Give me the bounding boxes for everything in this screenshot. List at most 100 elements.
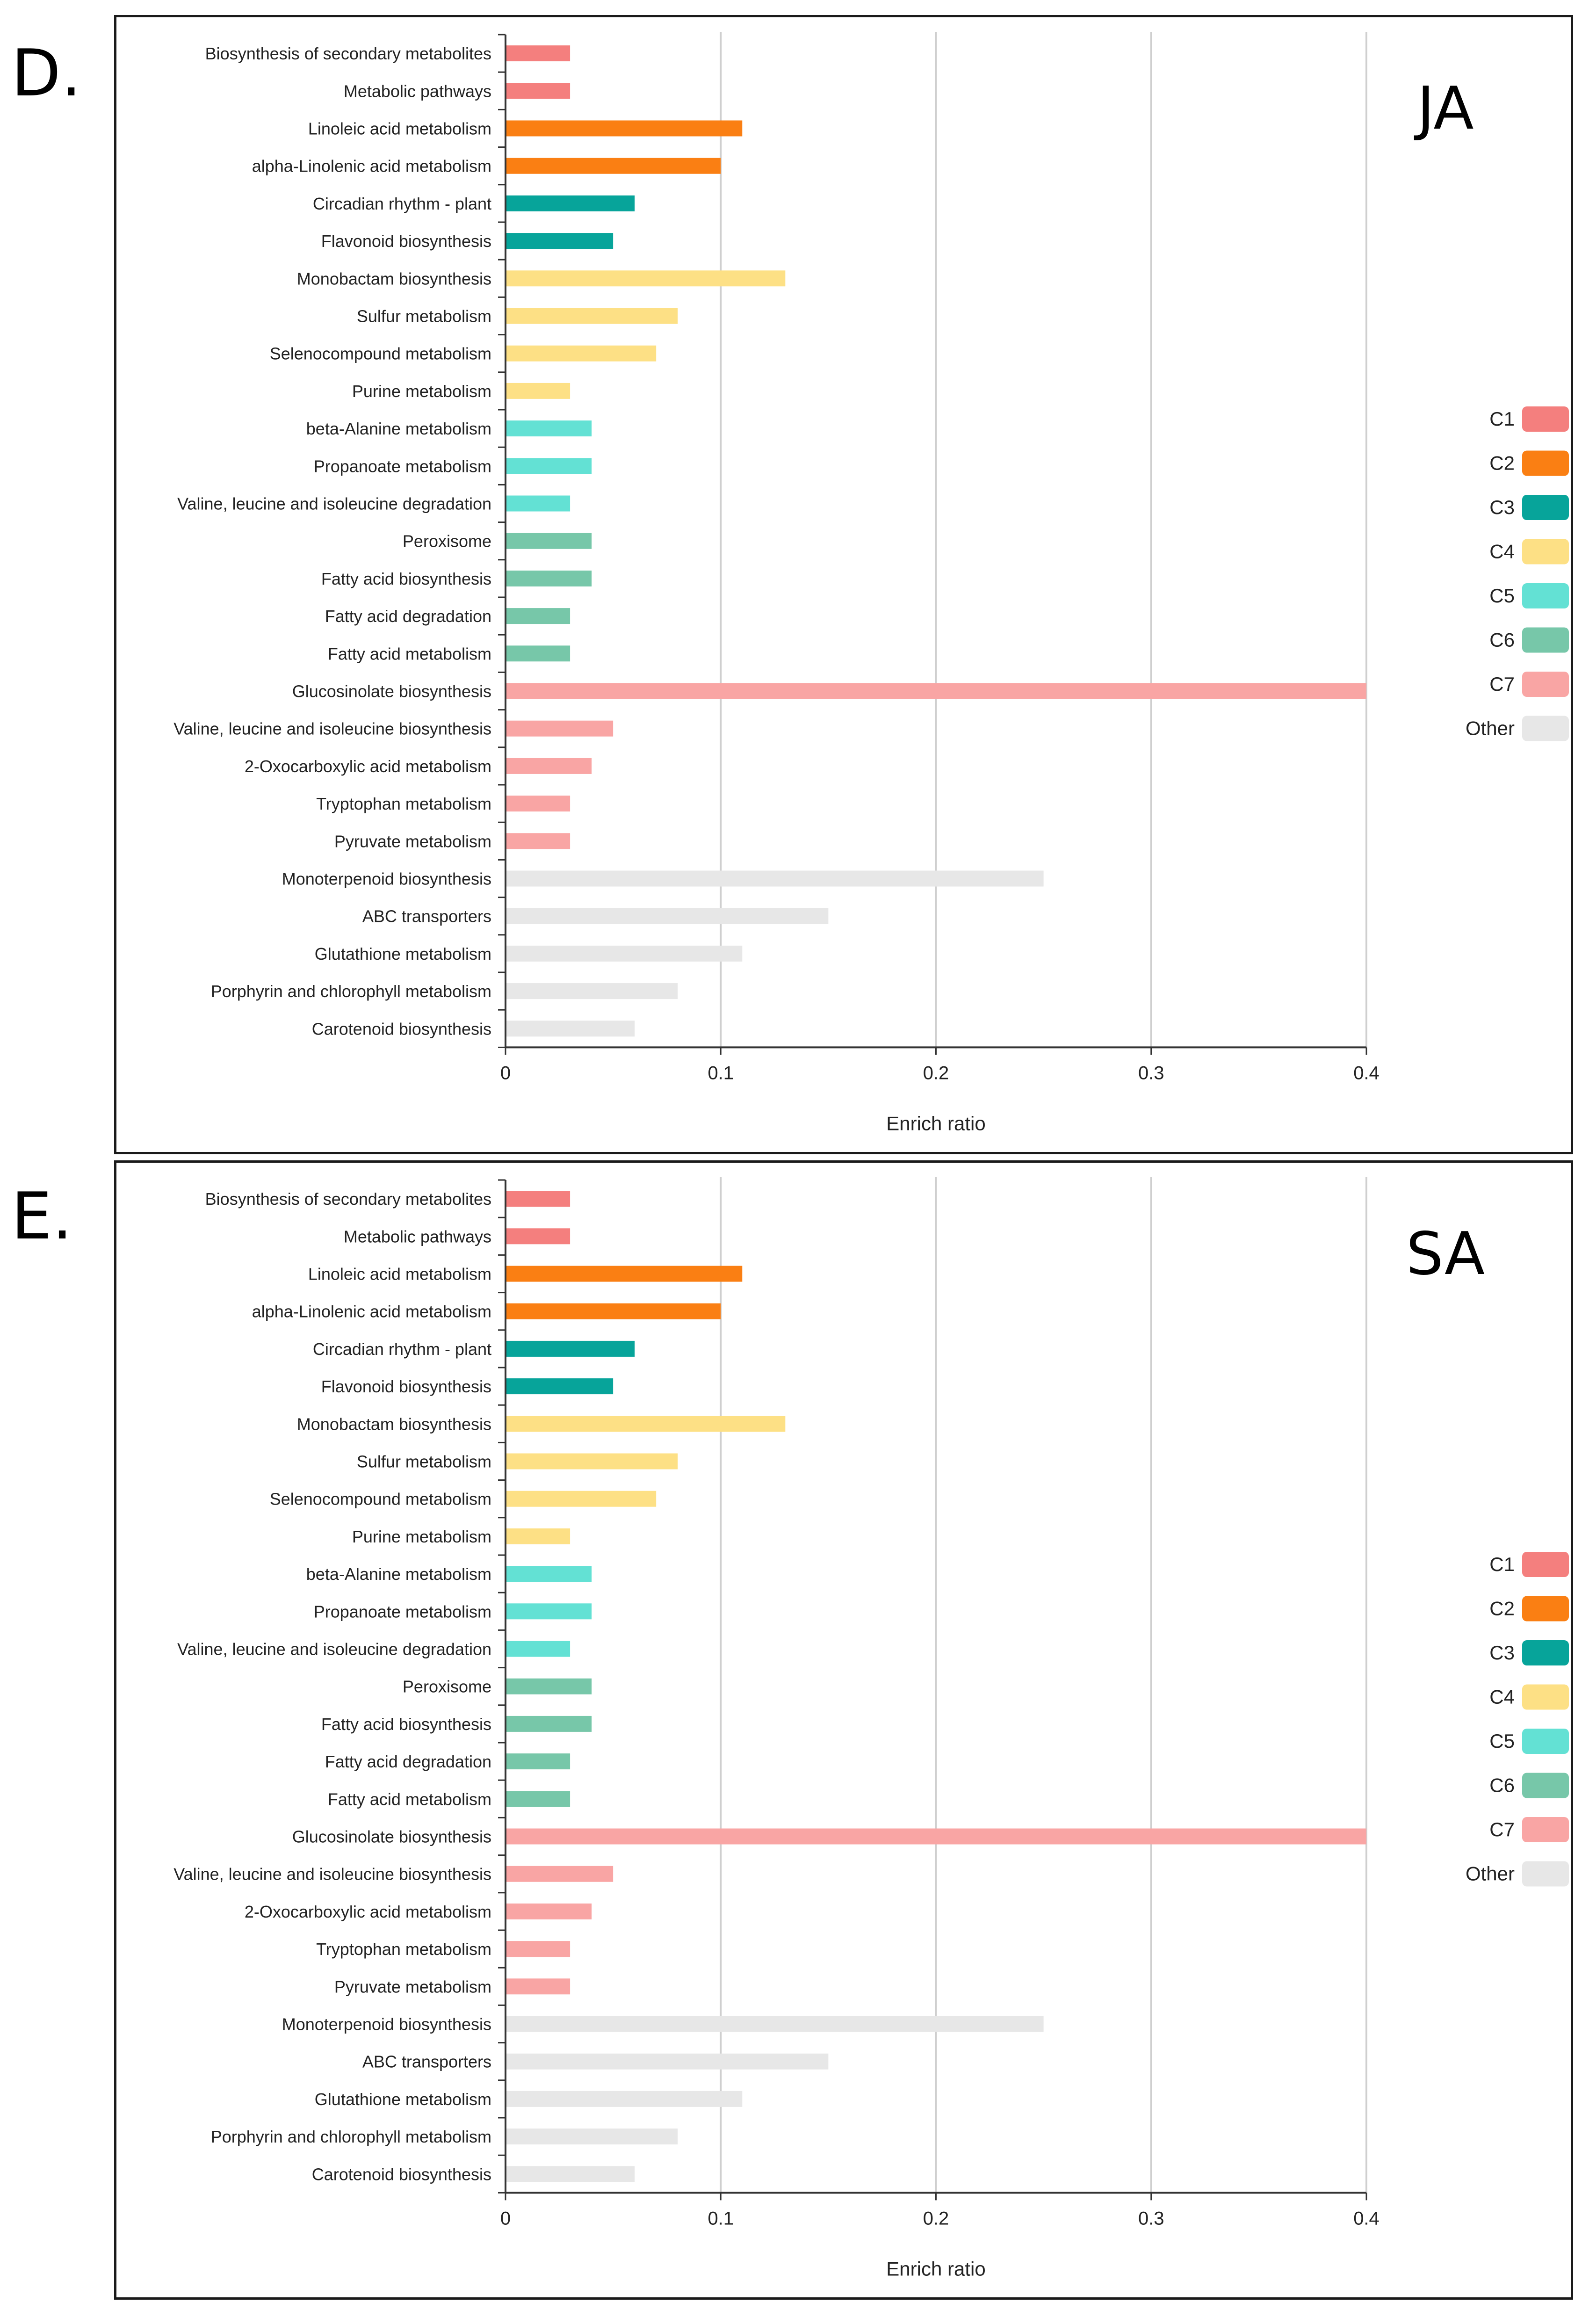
bar xyxy=(506,1866,614,1882)
legend-label: C2 xyxy=(1489,452,1515,474)
bar xyxy=(506,1528,571,1544)
bar xyxy=(506,2016,1044,2032)
legend-swatch xyxy=(1522,495,1569,520)
category-label: alpha-Linolenic acid metabolism xyxy=(252,157,491,176)
bar xyxy=(506,796,571,812)
bar xyxy=(506,1378,614,1395)
category-label: Monoterpenoid biosynthesis xyxy=(282,2015,491,2034)
category-label: Metabolic pathways xyxy=(344,81,491,101)
bar xyxy=(506,233,614,249)
bar xyxy=(506,1978,571,1995)
category-label: Peroxisome xyxy=(403,532,491,551)
legend-swatch xyxy=(1522,406,1569,432)
legend-label: C5 xyxy=(1489,585,1515,607)
category-label: Sulfur metabolism xyxy=(357,1452,491,1471)
category-label: Tryptophan metabolism xyxy=(316,794,491,813)
condition-label: SA xyxy=(1406,1219,1485,1288)
bar-chart-ja: JA Biosynthesis of secondary metabolites M… xyxy=(173,32,1569,1134)
category-label: Metabolic pathways xyxy=(344,1227,491,1246)
x-tick-label: 0.2 xyxy=(923,1063,949,1083)
x-tick-label: 0 xyxy=(500,2208,511,2229)
category-label: ABC transporters xyxy=(362,2052,491,2071)
bar xyxy=(506,1903,592,1919)
bar xyxy=(506,908,829,924)
legend-swatch xyxy=(1522,1729,1569,1754)
category-label: Propanoate metabolism xyxy=(314,1602,491,1621)
bar xyxy=(506,120,743,137)
panel-letter-e: E. xyxy=(11,1179,73,1254)
bar xyxy=(506,495,571,512)
category-label: Tryptophan metabolism xyxy=(316,1940,491,1959)
bar xyxy=(506,1566,592,1582)
bar xyxy=(506,1941,571,1957)
category-label: Fatty acid metabolism xyxy=(328,1789,491,1809)
category-label: Circadian rhythm - plant xyxy=(313,1339,491,1359)
bar xyxy=(506,1266,743,1282)
x-axis-title: Enrich ratio xyxy=(886,1112,985,1134)
bar xyxy=(506,608,571,624)
category-label: Fatty acid metabolism xyxy=(328,644,491,663)
legend-label: C1 xyxy=(1489,408,1515,430)
legend-label: C6 xyxy=(1489,1774,1515,1796)
x-tick-label: 0 xyxy=(500,1063,511,1083)
x-tick-label: 0.3 xyxy=(1138,2208,1164,2229)
legend-swatch xyxy=(1522,583,1569,608)
legend-label: C4 xyxy=(1489,541,1515,563)
bar xyxy=(506,1453,678,1470)
category-label: Carotenoid biosynthesis xyxy=(312,1019,491,1038)
bar-chart-sa: SA Biosynthesis of secondary metabolites M… xyxy=(173,1177,1569,2280)
category-label: 2-Oxocarboxylic acid metabolism xyxy=(245,1902,491,1921)
bar xyxy=(506,1228,571,1245)
condition-label: JA xyxy=(1414,74,1473,143)
category-label: beta-Alanine metabolism xyxy=(306,419,491,438)
category-label: Porphyrin and chlorophyll metabolism xyxy=(211,982,491,1001)
bar xyxy=(506,720,614,737)
category-label: ABC transporters xyxy=(362,907,491,926)
category-label: Monoterpenoid biosynthesis xyxy=(282,869,491,889)
bar xyxy=(506,1678,592,1694)
category-label: Valine, leucine and isoleucine biosynthe… xyxy=(173,719,491,738)
bar xyxy=(506,2091,743,2107)
bar xyxy=(506,1340,635,1357)
bar xyxy=(506,945,743,962)
category-label: Sulfur metabolism xyxy=(357,307,491,326)
category-label: Fatty acid degradation xyxy=(325,607,491,626)
bar xyxy=(506,1603,592,1620)
category-label: Purine metabolism xyxy=(352,1527,491,1546)
bar xyxy=(506,1828,1366,1845)
category-label: Pyruvate metabolism xyxy=(334,832,491,851)
legend-label: C7 xyxy=(1489,673,1515,695)
category-label: Linoleic acid metabolism xyxy=(308,1265,491,1284)
legend-label: C4 xyxy=(1489,1686,1515,1708)
bar xyxy=(506,983,678,999)
category-label: Selenocompound metabolism xyxy=(270,1490,491,1509)
bar xyxy=(506,645,571,662)
bar xyxy=(506,308,678,324)
bar xyxy=(506,1716,592,1732)
category-label: Carotenoid biosynthesis xyxy=(312,2165,491,2184)
x-tick-label: 0.1 xyxy=(708,2208,734,2229)
x-tick-label: 0.1 xyxy=(708,1063,734,1083)
category-label: Valine, leucine and isoleucine degradati… xyxy=(177,1640,491,1659)
category-label: Selenocompound metabolism xyxy=(270,344,491,363)
category-label: Glutathione metabolism xyxy=(315,2090,491,2109)
bar xyxy=(506,1641,571,1657)
panel-letter-d: D. xyxy=(11,36,82,111)
legend-swatch xyxy=(1522,1684,1569,1710)
category-label: Monobactam biosynthesis xyxy=(297,269,491,288)
category-label: Monobactam biosynthesis xyxy=(297,1414,491,1433)
category-label: Fatty acid biosynthesis xyxy=(321,1715,491,1734)
x-tick-label: 0.4 xyxy=(1353,2208,1380,2229)
legend-label: C5 xyxy=(1489,1730,1515,1752)
legend-swatch xyxy=(1522,1552,1569,1577)
category-label: Propanoate metabolism xyxy=(314,456,491,476)
bar xyxy=(506,420,592,437)
category-label: Porphyrin and chlorophyll metabolism xyxy=(211,2127,491,2146)
bar xyxy=(506,158,721,174)
legend-swatch xyxy=(1522,450,1569,476)
x-tick-label: 0.2 xyxy=(923,2208,949,2229)
bar xyxy=(506,2166,635,2182)
legend-swatch xyxy=(1522,627,1569,653)
legend-label: C6 xyxy=(1489,629,1515,651)
legend-swatch xyxy=(1522,1596,1569,1622)
